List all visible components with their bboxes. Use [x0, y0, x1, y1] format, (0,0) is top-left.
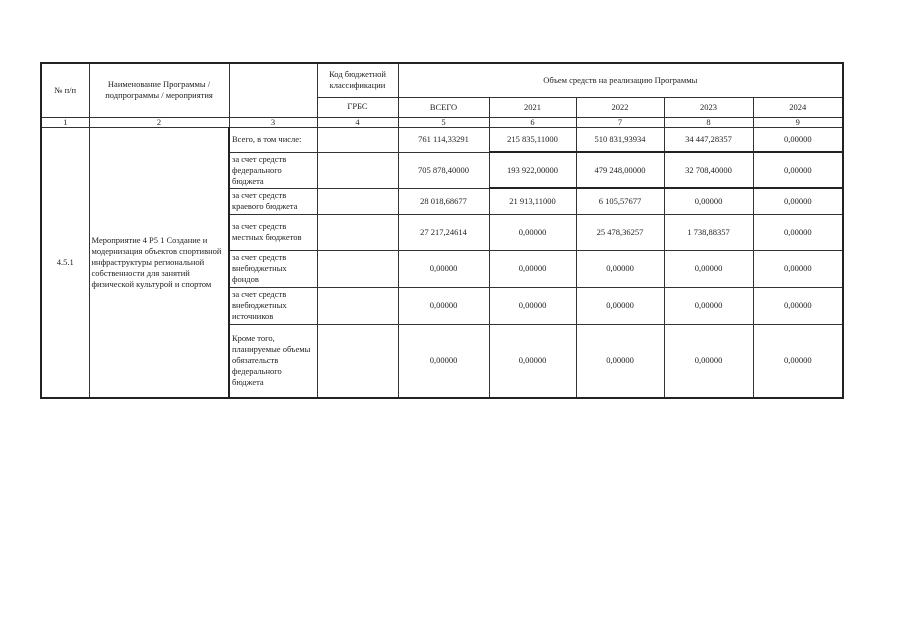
column-number: 8 [663, 116, 754, 128]
header-grbs: ГРБС [316, 96, 399, 118]
header-name: Наименование Программы / подпрограммы / … [88, 62, 230, 118]
amount-cell: 34 447,28357 [663, 126, 754, 153]
amount-cell: 0,00000 [663, 187, 754, 215]
amount-cell: 32 708,40000 [663, 151, 754, 189]
amount-cell: 705 878,40000 [397, 151, 490, 189]
amount-cell: 0,00000 [752, 286, 844, 325]
funding-source: Всего, в том числе: [228, 126, 318, 153]
amount-cell: 0,00000 [575, 286, 665, 325]
amount-cell: 0,00000 [397, 286, 490, 325]
amount-cell: 0,00000 [575, 249, 665, 288]
amount-cell: 0,00000 [752, 213, 844, 251]
table-row: за счет средств федерального бюджета 705 … [41, 151, 844, 189]
amount-cell: 479 248,00000 [575, 151, 665, 189]
table-row: Кроме того, планируемые объемы обязатель… [41, 323, 844, 399]
grbs-cell [316, 323, 399, 399]
header-code: Код бюджетной классификации [316, 62, 399, 98]
table-row: 4.5.1 Мероприятие 4 Р5 1 Создание и модер… [40, 126, 844, 399]
amount-cell: 0,00000 [488, 213, 577, 251]
amount-cell: 0,00000 [663, 286, 754, 325]
amount-cell: 0,00000 [488, 286, 577, 325]
column-number: 4 [316, 116, 399, 128]
activity-number: 4.5.1 [40, 126, 90, 399]
header-year: 2024 [752, 96, 844, 118]
column-number: 3 [228, 116, 318, 128]
amount-cell: 0,00000 [752, 249, 844, 288]
table-row: за счет средств внебюджетных фондов 0,000… [41, 249, 844, 288]
funding-source: за счет средств местных бюджетов [228, 213, 318, 251]
amount-cell: 6 105,57677 [575, 187, 665, 215]
funding-source: Кроме того, планируемые объемы обязатель… [228, 323, 318, 399]
amount-cell: 0,00000 [752, 187, 844, 215]
header-year: 2021 [488, 96, 577, 118]
amount-cell: 28 018,68677 [397, 187, 490, 215]
header-volume: Объем средств на реализацию Программы [397, 62, 844, 98]
amount-cell: 0,00000 [488, 323, 577, 399]
budget-table: № п/п Наименование Программы / подпрогра… [40, 62, 844, 399]
amount-cell: 510 831,93934 [575, 126, 665, 153]
amount-cell: 0,00000 [397, 249, 490, 288]
amount-cell: 0,00000 [663, 249, 754, 288]
grbs-cell [316, 213, 399, 251]
amount-cell: 21 913,11000 [488, 187, 577, 215]
header-number: № п/п [40, 62, 90, 118]
grbs-cell [316, 126, 399, 153]
funding-source: за счет средств федерального бюджета [228, 151, 318, 189]
amount-cell: 215 835,11000 [488, 126, 577, 153]
table-row: за счет средств местных бюджетов 27 217,2… [41, 213, 844, 251]
funding-source: за счет средств внебюджетных фондов [228, 249, 318, 288]
amount-cell: 25 478,36257 [575, 213, 665, 251]
grbs-cell [316, 286, 399, 325]
amount-cell: 1 738,88357 [663, 213, 754, 251]
amount-cell: 0,00000 [752, 126, 844, 153]
amount-cell: 0,00000 [752, 151, 844, 189]
funding-source: за счет средств внебюджетных источников [228, 286, 318, 325]
column-number: 5 [397, 116, 490, 128]
funding-source: за счет средств краевого бюджета [228, 187, 318, 215]
column-number: 7 [575, 116, 665, 128]
grbs-cell [316, 249, 399, 288]
amount-cell: 0,00000 [397, 323, 490, 399]
header-empty [228, 62, 318, 118]
column-number: 1 [40, 116, 90, 128]
amount-cell: 27 217,24614 [397, 213, 490, 251]
column-number: 9 [752, 116, 844, 128]
activity-name: Мероприятие 4 Р5 1 Создание и модернизац… [88, 126, 230, 399]
amount-cell: 0,00000 [488, 249, 577, 288]
header-year: 2022 [575, 96, 665, 118]
grbs-cell [316, 187, 399, 215]
header-total: ВСЕГО [397, 96, 490, 118]
amount-cell: 0,00000 [752, 323, 844, 399]
table-row: за счет средств внебюджетных источников 0… [41, 286, 844, 325]
amount-cell: 0,00000 [663, 323, 754, 399]
amount-cell: 0,00000 [575, 323, 665, 399]
header-year: 2023 [663, 96, 754, 118]
column-number: 2 [88, 116, 230, 128]
grbs-cell [316, 151, 399, 189]
amount-cell: 193 922,00000 [488, 151, 577, 189]
amount-cell: 761 114,33291 [397, 126, 490, 153]
column-number: 6 [488, 116, 577, 128]
